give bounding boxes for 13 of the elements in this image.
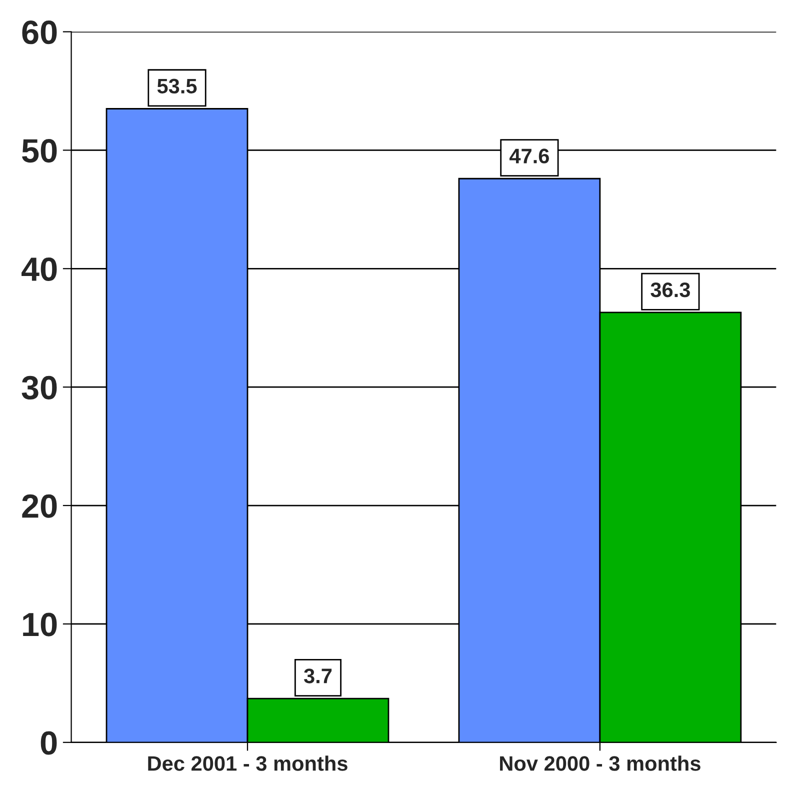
data-label: 3.7 [304,668,332,684]
data-label: 47.6 [509,148,549,164]
y-tick-label: 50 [22,139,57,163]
x-tick-label: Dec 2001 - 3 months [148,756,348,771]
y-tick-label: 20 [22,494,57,518]
y-tick-label: 10 [23,612,57,636]
data-label: 36.3 [650,282,690,298]
y-tick-label: 0 [40,731,57,755]
y-tick-label: 30 [22,376,57,400]
x-tick-label: Nov 2000 - 3 months [500,756,700,771]
y-tick-label: 60 [22,20,57,44]
y-tick-label: 40 [22,257,57,282]
data-label: 53.5 [157,78,197,94]
